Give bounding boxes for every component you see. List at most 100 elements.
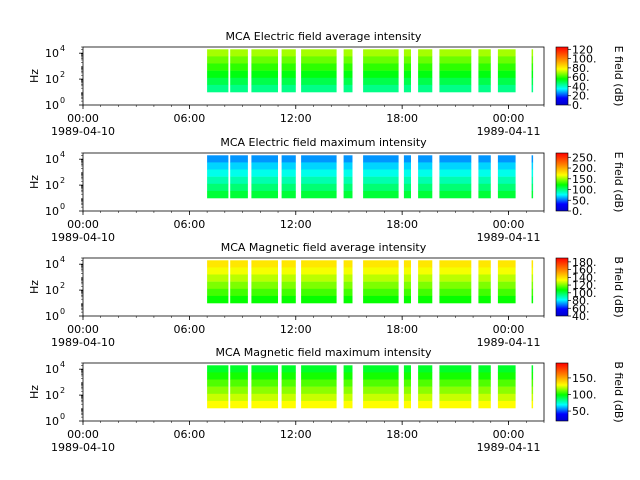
y-tick-exponent: 4 [60, 150, 65, 159]
spectrogram-cell [497, 260, 516, 268]
spectrogram-cell [439, 295, 472, 304]
colorbar [555, 362, 569, 422]
spectrogram-cell [478, 190, 491, 199]
colorbar-tick-label: 0. [572, 99, 583, 112]
spectrogram-cell [418, 260, 433, 268]
spectrogram-cell [363, 155, 399, 163]
spectrogram-cell [230, 295, 248, 304]
spectrogram-cell [403, 393, 411, 402]
spectrogram-cell [281, 386, 296, 395]
spectrogram-cell [207, 176, 229, 185]
spectrogram-cell [497, 84, 516, 93]
spectrogram-cell [478, 49, 491, 57]
spectrogram-cell [403, 162, 411, 170]
spectrogram-cell [207, 288, 229, 297]
spectrogram-cell [343, 84, 353, 93]
spectrogram-cell [531, 63, 534, 71]
spectrogram-cell [207, 49, 229, 57]
spectrogram-cell [363, 70, 399, 79]
colorbar-label: E field (dB) [612, 152, 625, 213]
spectrogram-cell [418, 400, 433, 409]
y-tick-exponent: 0 [60, 202, 65, 211]
spectrogram-cell [478, 176, 491, 185]
spectrogram-cell [281, 400, 296, 409]
colorbar-tick-label: 120. [572, 279, 597, 292]
spectrogram-cell [281, 84, 296, 93]
y-tick-exponent: 0 [60, 96, 65, 105]
colorbar-tick-label: 100. [572, 53, 597, 66]
spectrogram-cell [301, 274, 337, 282]
spectrogram-cell [439, 70, 472, 79]
x-tick-label: 18:00 [386, 428, 418, 441]
spectrogram-cell [207, 267, 229, 275]
spectrogram-cell [478, 260, 491, 268]
spectrogram-cell [363, 56, 399, 64]
spectrogram-cell [478, 56, 491, 64]
spectrogram-cell [251, 183, 278, 192]
spectrogram-cell [403, 281, 411, 290]
spectrogram-cell [343, 183, 353, 192]
spectrogram-cell [207, 56, 229, 64]
spectrogram-cell [403, 169, 411, 177]
spectrogram-cell [343, 372, 353, 380]
spectrogram-cell [251, 295, 278, 304]
spectrogram-cell [363, 386, 399, 395]
spectrogram-cell [251, 84, 278, 93]
colorbar-tick-label: 120 [572, 43, 593, 56]
spectrogram-cell [207, 162, 229, 170]
spectrogram-cell [531, 379, 534, 387]
spectrogram-cell [251, 274, 278, 282]
spectrogram-cell [363, 281, 399, 290]
spectrogram-cell [363, 379, 399, 387]
spectrogram-cell [363, 288, 399, 297]
spectrogram-cell [439, 274, 472, 282]
x-tick-label: 00:00 [67, 323, 99, 336]
y-tick-label: 10 [45, 73, 59, 86]
colorbar-tick-label: 200. [572, 162, 597, 175]
spectrogram-cell [478, 267, 491, 275]
spectrogram-cell [403, 84, 411, 93]
y-tick-label: 10 [45, 153, 59, 166]
x-tick-date: 1989-04-11 [477, 336, 541, 349]
spectrogram-cell [251, 155, 278, 163]
spectrogram-cell [531, 260, 534, 268]
spectrogram-cell [497, 267, 516, 275]
spectrogram-cell [301, 70, 337, 79]
y-tick-exponent: 2 [60, 176, 65, 185]
spectrogram-cell [207, 190, 229, 199]
spectrogram-cell [363, 400, 399, 409]
spectrogram-cell [531, 288, 534, 297]
spectrogram-cell [439, 372, 472, 380]
colorbar-tick-label: 50. [572, 194, 590, 207]
spectrogram-cell [363, 274, 399, 282]
spectrogram-cell [207, 63, 229, 71]
spectrogram-cell [478, 372, 491, 380]
spectrogram-cell [439, 183, 472, 192]
x-tick-label: 18:00 [386, 112, 418, 125]
spectrogram-cell [478, 63, 491, 71]
spectrogram-cell [478, 281, 491, 290]
spectrogram-cell [439, 400, 472, 409]
spectrogram-cell [301, 400, 337, 409]
colorbar-tick-label: 180. [572, 256, 597, 269]
x-tick-label: 18:00 [386, 218, 418, 231]
y-tick-exponent: 2 [60, 70, 65, 79]
spectrogram-cell [230, 372, 248, 380]
spectrogram-cell [418, 77, 433, 86]
y-tick-label: 10 [45, 258, 59, 271]
x-tick-label: 12:00 [280, 428, 312, 441]
spectrogram-cell [343, 274, 353, 282]
colorbar-tick-label: 150. [572, 372, 597, 385]
spectrogram-cell [403, 70, 411, 79]
spectrogram-cell [343, 77, 353, 86]
spectrogram-cell [531, 281, 534, 290]
colorbar-label: E field (dB) [612, 46, 625, 107]
spectrogram-cell [281, 288, 296, 297]
spectrogram-cell [531, 49, 534, 57]
spectrogram-cell [363, 49, 399, 57]
spectrogram-cell [281, 70, 296, 79]
spectrogram-cell [301, 162, 337, 170]
spectrogram-cell [403, 288, 411, 297]
spectrogram-cell [418, 267, 433, 275]
spectrogram-cell [251, 288, 278, 297]
